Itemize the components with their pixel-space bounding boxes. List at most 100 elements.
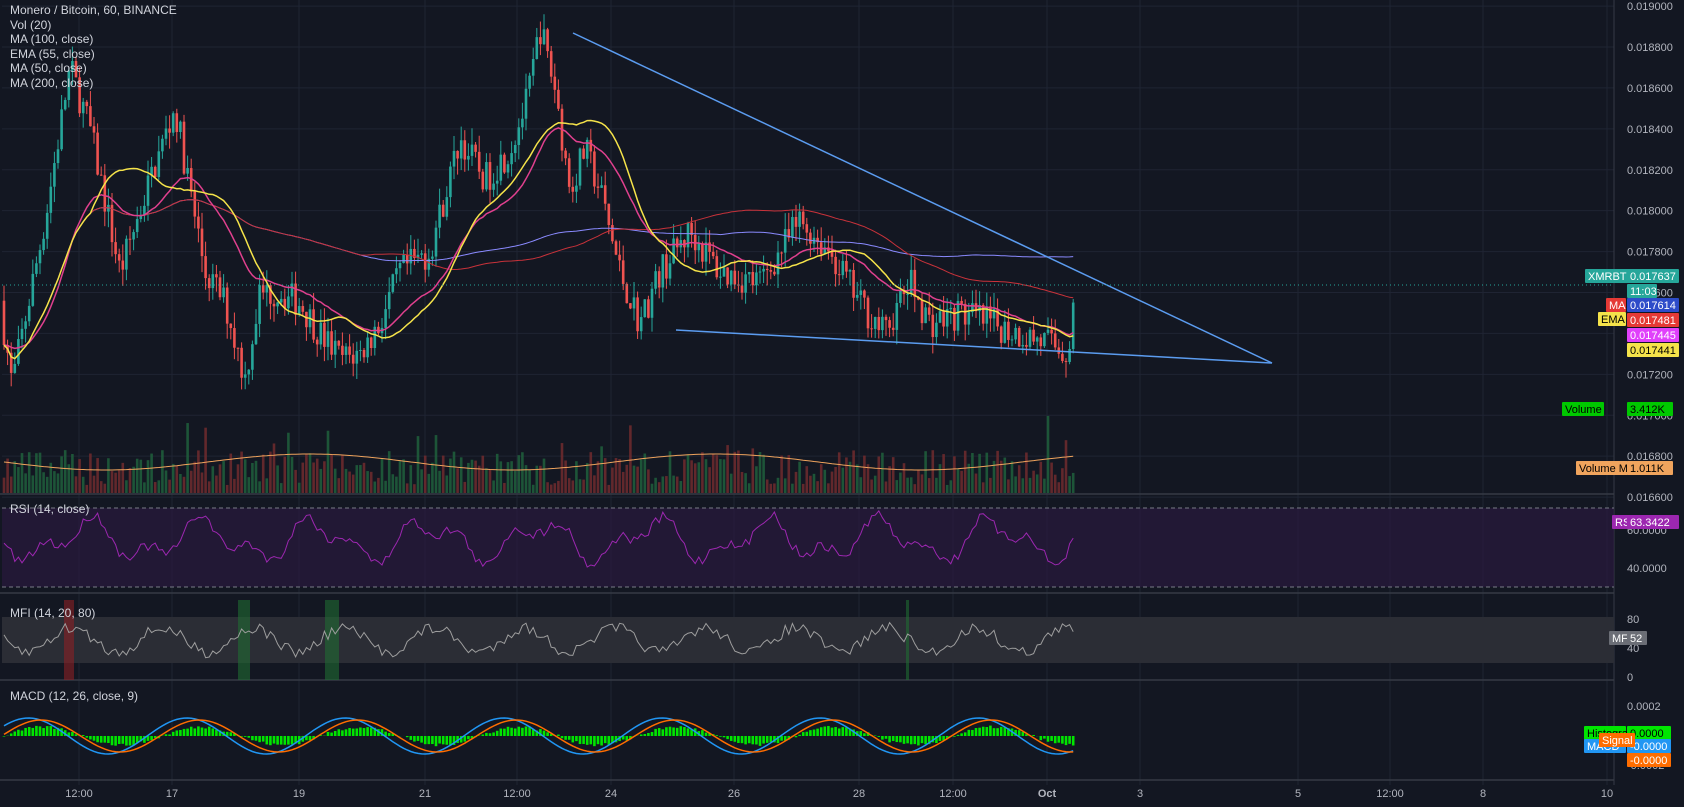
candle-body <box>453 151 456 167</box>
macd-hist-bar <box>420 736 423 743</box>
macd-hist-bar <box>201 728 204 736</box>
macd-hist-bar <box>438 736 441 744</box>
volume-bar <box>521 452 524 493</box>
macd-hist-bar <box>744 736 747 744</box>
macd-hist-bar <box>10 733 13 736</box>
macd-hist-bar <box>21 731 24 736</box>
macd-hist-bar <box>251 736 254 740</box>
mfi-highlight <box>238 600 250 680</box>
candle-body <box>600 185 603 188</box>
series-name-volume: Volume <box>1562 402 1604 416</box>
macd-hist-bar <box>903 736 906 744</box>
volume-bar <box>813 474 816 493</box>
volume-bar <box>233 479 236 493</box>
volume-bar <box>939 464 942 493</box>
candle-body <box>118 254 121 260</box>
candle-body <box>629 303 632 308</box>
candle-body <box>662 254 665 287</box>
price-label-xmrbtc-text: 0.017637 <box>1630 271 1676 283</box>
volume-bar <box>892 457 895 493</box>
macd-title[interactable]: MACD (12, 26, close, 9) <box>10 689 138 703</box>
candle-body <box>914 270 917 297</box>
candle-body <box>651 289 654 318</box>
candle-body <box>539 37 542 44</box>
volume-bar <box>147 460 150 493</box>
y-tick-label: 0.018400 <box>1627 124 1673 136</box>
candle-body <box>39 250 42 263</box>
volume-bar <box>1040 462 1043 493</box>
candle-body <box>1036 337 1039 341</box>
macd-hist-bar <box>284 736 287 745</box>
volume-bar <box>474 461 477 493</box>
volume-bar <box>251 463 254 493</box>
candle-body <box>32 274 35 306</box>
mfi-title[interactable]: MFI (14, 20, 80) <box>10 606 95 620</box>
volume-bar <box>197 450 200 493</box>
volume-bar <box>838 452 841 493</box>
macd-hist-bar <box>96 736 99 742</box>
candle-body <box>885 317 888 320</box>
volume-bar <box>899 473 902 493</box>
volume-bar <box>1014 476 1017 493</box>
volume-bar <box>730 474 733 493</box>
x-tick-label: 28 <box>853 788 865 800</box>
candle-body <box>867 298 870 329</box>
rsi-last-label-text: 63.3422 <box>1630 517 1670 529</box>
candle-body <box>345 346 348 354</box>
macd-hist-bar <box>165 734 168 736</box>
candle-body <box>323 323 326 347</box>
macd-hist-bar <box>564 736 567 740</box>
candle-body <box>744 274 747 292</box>
macd-hist-bar <box>816 729 819 736</box>
volume-bar <box>442 456 445 493</box>
macd-hist-bar <box>39 726 42 736</box>
legend-ma100[interactable]: MA (100, close) <box>10 32 177 47</box>
candle-body <box>1025 345 1028 347</box>
macd-hist-bar <box>327 732 330 736</box>
macd-hist-bar <box>507 727 510 736</box>
macd-hist-bar <box>1000 727 1003 736</box>
volume-bar <box>964 451 967 493</box>
volume-bar <box>672 476 675 493</box>
volume-bar <box>928 478 931 493</box>
volume-bar <box>262 455 265 493</box>
candle-body <box>1061 354 1064 361</box>
volume-bar <box>82 477 85 493</box>
macd-hist-bar <box>1047 736 1050 742</box>
candle-body <box>176 113 179 132</box>
volume-bar <box>1058 482 1061 493</box>
legend-volume[interactable]: Vol (20) <box>10 18 177 33</box>
candle-body <box>852 270 855 298</box>
legend-ema55[interactable]: EMA (55, close) <box>10 47 177 62</box>
candle-body <box>762 269 765 272</box>
macd-hist-bar <box>957 735 960 736</box>
candle-body <box>701 243 704 262</box>
volume-bar <box>600 446 603 493</box>
chart-title[interactable]: Monero / Bitcoin, 60, BINANCE <box>10 3 177 18</box>
volume-bar <box>669 451 672 493</box>
candle-body <box>442 205 445 217</box>
candle-body <box>255 324 258 344</box>
candle-body <box>474 145 477 152</box>
volume-bar <box>546 482 549 493</box>
candle-body <box>582 149 585 159</box>
volume-bar <box>485 468 488 493</box>
legend-ma50[interactable]: MA (50, close) <box>10 61 177 76</box>
volume-bar <box>395 477 398 493</box>
legend-ma200[interactable]: MA (200, close) <box>10 76 177 91</box>
volume-last-label: 3.412K <box>1627 402 1673 416</box>
macd-hist-bar <box>683 727 686 736</box>
rsi-title[interactable]: RSI (14, close) <box>10 502 89 516</box>
macd-hist-bar <box>24 728 27 736</box>
volume-bar <box>413 484 416 493</box>
volume-bar <box>881 453 884 493</box>
candle-body <box>874 317 877 329</box>
candle-body <box>478 152 481 172</box>
candle-body <box>672 239 675 264</box>
x-tick-label: Oct <box>1038 788 1057 800</box>
macd-hist-bar <box>248 736 251 738</box>
macd-hist-bar <box>834 727 837 736</box>
macd-hist-bar <box>845 727 848 736</box>
